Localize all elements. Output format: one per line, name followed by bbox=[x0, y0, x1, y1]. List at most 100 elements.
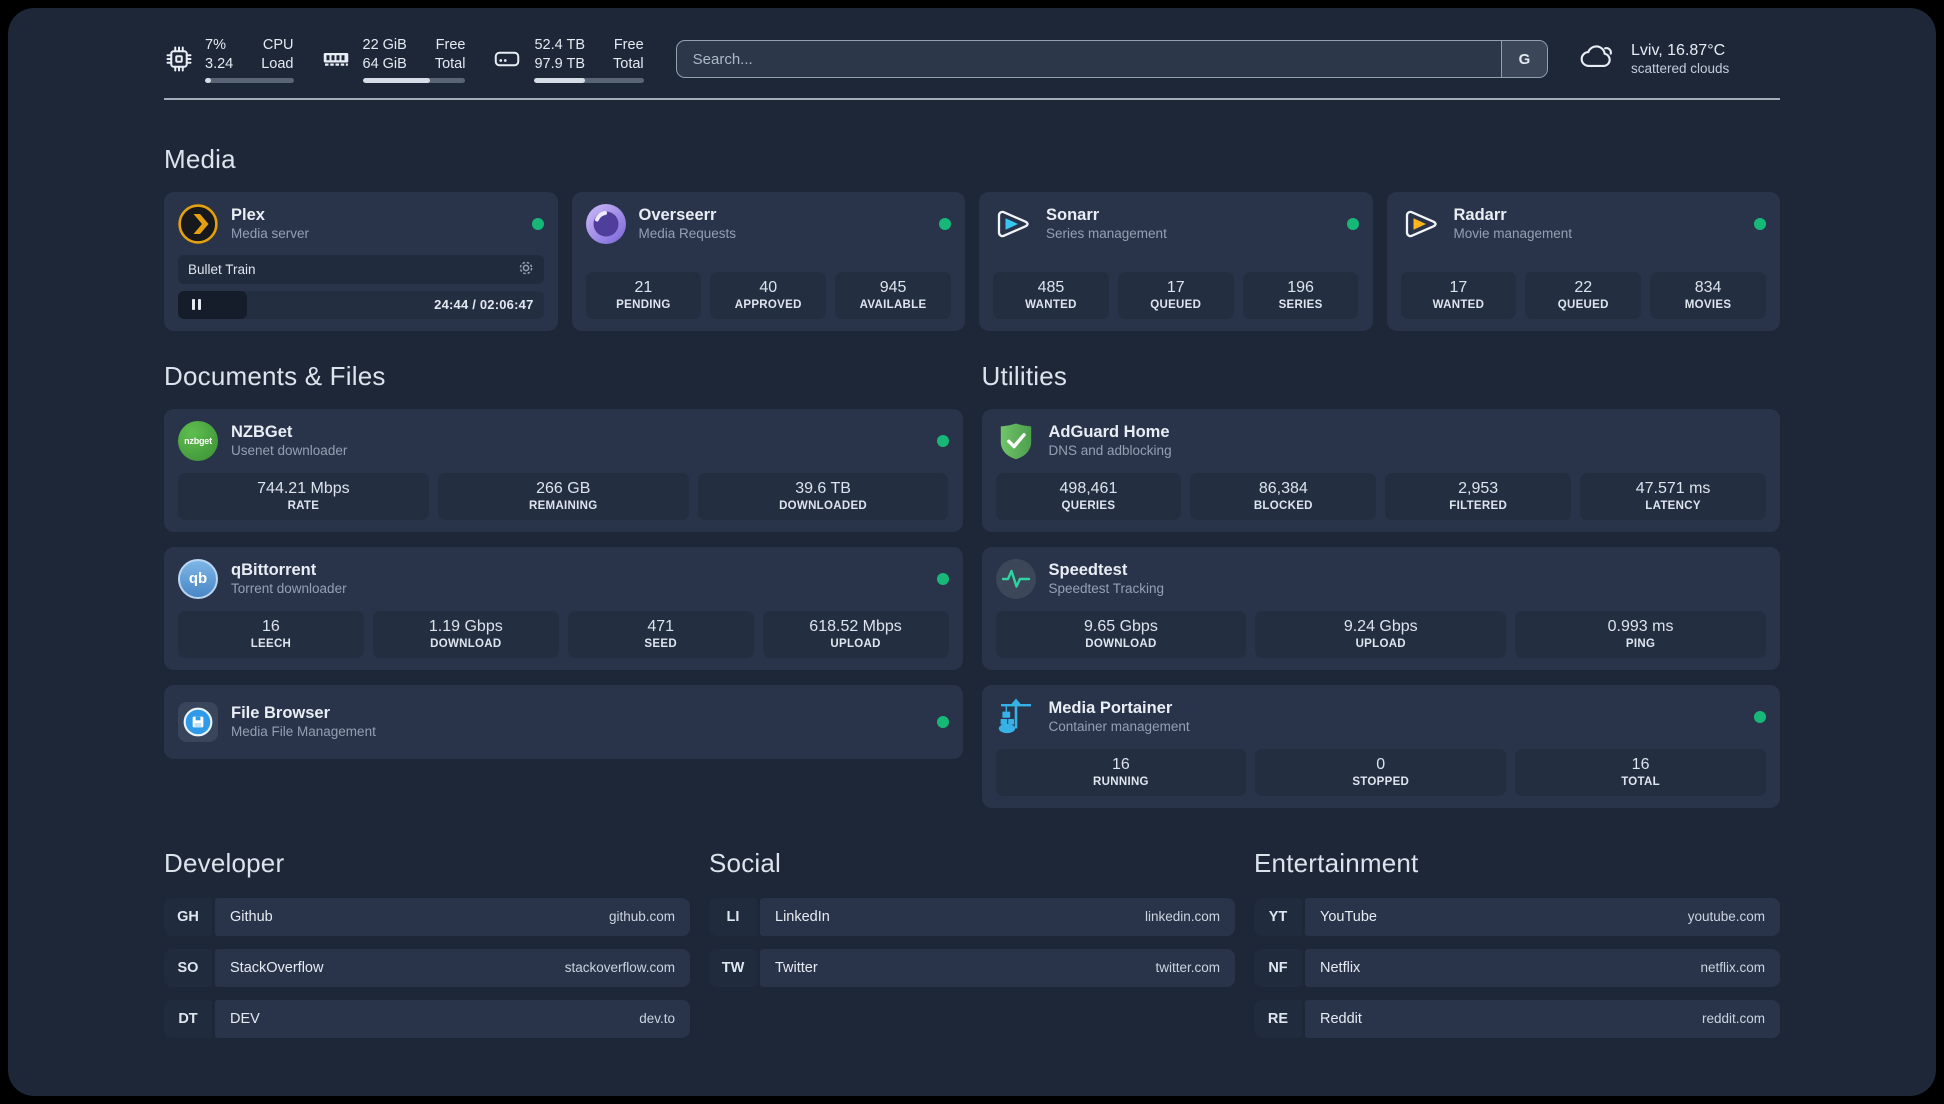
bookmark-name: YouTube bbox=[1320, 908, 1377, 925]
service-name: AdGuard Home bbox=[1048, 423, 1170, 442]
bookmark-domain: github.com bbox=[608, 909, 675, 925]
status-dot bbox=[936, 715, 949, 728]
service-description: Torrent downloader bbox=[231, 581, 347, 597]
service-card-filebrowser[interactable]: File Browser Media File Management bbox=[164, 684, 963, 759]
search-input[interactable] bbox=[676, 41, 1501, 78]
bookmark-group-entertainment: Entertainment YT YouTube youtube.com NF … bbox=[1254, 808, 1780, 1038]
playback-progress-bar: 24:44 / 02:06:47 bbox=[178, 290, 544, 319]
memory-progress-bar bbox=[362, 77, 466, 83]
service-description: Movie management bbox=[1453, 226, 1573, 242]
stat-available: 945 AVAILABLE bbox=[835, 271, 951, 319]
stat-value: 485 bbox=[1037, 278, 1065, 296]
disk-total-value: 97.9 TB bbox=[534, 55, 586, 72]
service-name: Radarr bbox=[1453, 206, 1507, 225]
section-heading-utilities: Utilities bbox=[981, 360, 1068, 391]
status-dot bbox=[1346, 217, 1359, 230]
bookmark-group-social: Social LI LinkedIn linkedin.com TW Twitt… bbox=[709, 808, 1235, 987]
disk-progress-bar bbox=[534, 77, 644, 83]
service-card-portainer[interactable]: Media Portainer Container management 16 … bbox=[981, 684, 1780, 808]
stat-value: 21 bbox=[634, 278, 653, 296]
stat-remaining: 266 GB REMAINING bbox=[437, 472, 689, 520]
stat-label: DOWNLOADED bbox=[779, 499, 868, 512]
service-card-sonarr[interactable]: Sonarr Series management 485 WANTED 17 Q… bbox=[979, 191, 1373, 331]
stat-value: 16 bbox=[1112, 755, 1130, 773]
bookmark-dev[interactable]: DT DEV dev.to bbox=[164, 999, 690, 1038]
service-card-nzbget[interactable]: nzbget NZBGet Usenet downloader 744.21 M… bbox=[164, 408, 963, 532]
stat-series: 196 SERIES bbox=[1242, 271, 1359, 319]
stat-label: DOWNLOAD bbox=[1085, 637, 1157, 650]
session-gear-icon bbox=[518, 260, 534, 279]
weather-location-temp: Lviv, 16.87°C bbox=[1631, 42, 1726, 60]
bookmark-linkedin[interactable]: LI LinkedIn linkedin.com bbox=[709, 897, 1235, 936]
cpu-load-value: 3.24 bbox=[205, 55, 234, 72]
overseerr-icon bbox=[585, 203, 626, 244]
stat-label: LATENCY bbox=[1645, 499, 1701, 512]
stat-value: 945 bbox=[879, 278, 907, 296]
stat-ping: 0.993 ms PING bbox=[1515, 610, 1766, 658]
bookmark-domain: youtube.com bbox=[1687, 909, 1765, 925]
bookmark-abbr: DT bbox=[164, 999, 212, 1038]
stat-rate: 744.21 Mbps RATE bbox=[178, 472, 429, 520]
memory-total-value: 64 GiB bbox=[362, 55, 407, 72]
stat-value: 86,384 bbox=[1258, 479, 1308, 497]
stat-value: 39.6 TB bbox=[795, 479, 851, 497]
stat-label: QUEUED bbox=[1150, 298, 1202, 311]
service-name: Sonarr bbox=[1046, 206, 1100, 225]
stat-wanted: 17 WANTED bbox=[1400, 271, 1517, 319]
bookmark-domain: reddit.com bbox=[1701, 1011, 1765, 1027]
search-engine-button[interactable]: G bbox=[1501, 41, 1547, 78]
service-card-qbittorrent[interactable]: qb qBittorrent Torrent downloader 16 bbox=[164, 546, 963, 670]
status-dot bbox=[936, 434, 949, 447]
service-name: Plex bbox=[231, 206, 265, 225]
service-description: Media Requests bbox=[638, 226, 737, 242]
stat-download: 9.65 Gbps DOWNLOAD bbox=[995, 610, 1247, 658]
stat-blocked: 86,384 BLOCKED bbox=[1190, 472, 1377, 520]
bookmark-github[interactable]: GH Github github.com bbox=[164, 897, 690, 936]
disk-free-value: 52.4 TB bbox=[534, 37, 586, 53]
bookmark-youtube[interactable]: YT YouTube youtube.com bbox=[1254, 897, 1780, 936]
plex-icon bbox=[178, 203, 218, 244]
bookmark-domain: stackoverflow.com bbox=[564, 960, 675, 976]
stat-label: UPLOAD bbox=[830, 637, 881, 650]
search-bar: G bbox=[675, 40, 1548, 79]
bookmarks-grid: Developer GH Github github.com SO StackO… bbox=[164, 808, 1780, 1038]
stat-value: 618.52 Mbps bbox=[809, 617, 902, 635]
stat-value: 16 bbox=[262, 617, 280, 635]
bookmark-name: Twitter bbox=[775, 959, 818, 976]
bookmark-stackoverflow[interactable]: SO StackOverflow stackoverflow.com bbox=[164, 948, 690, 987]
stat-upload: 9.24 Gbps UPLOAD bbox=[1255, 610, 1507, 658]
bookmark-netflix[interactable]: NF Netflix netflix.com bbox=[1254, 948, 1780, 987]
stat-label: BLOCKED bbox=[1253, 499, 1313, 512]
stat-label: RATE bbox=[287, 499, 320, 512]
service-name: NZBGet bbox=[231, 423, 293, 442]
stat-latency: 47.571 ms LATENCY bbox=[1580, 472, 1766, 520]
bookmark-reddit[interactable]: RE Reddit reddit.com bbox=[1254, 999, 1780, 1038]
memory-free-label: Free bbox=[435, 37, 466, 53]
service-card-speedtest[interactable]: Speedtest Speedtest Tracking 9.65 Gbps D… bbox=[981, 546, 1780, 670]
service-card-plex[interactable]: Plex Media server Bullet Train bbox=[164, 191, 558, 331]
cpu-resource-widget: 7% 3.24 CPU Load bbox=[164, 36, 294, 83]
section-heading-entertainment: Entertainment bbox=[1254, 847, 1419, 878]
dashboard-panel: 7% 3.24 CPU Load bbox=[8, 8, 1936, 1096]
stat-label: DOWNLOAD bbox=[430, 637, 502, 650]
bookmark-abbr: LI bbox=[709, 897, 757, 936]
now-playing-row: Bullet Train bbox=[178, 254, 544, 284]
bookmark-domain: netflix.com bbox=[1700, 960, 1765, 976]
memory-resource-widget: 22 GiB 64 GiB Free Total bbox=[320, 36, 466, 83]
pause-icon[interactable] bbox=[188, 295, 205, 314]
stat-wanted: 485 WANTED bbox=[993, 271, 1109, 319]
stat-approved: 40 APPROVED bbox=[710, 271, 827, 319]
header-divider bbox=[164, 97, 1780, 100]
bookmark-twitter[interactable]: TW Twitter twitter.com bbox=[709, 948, 1235, 987]
stat-label: UPLOAD bbox=[1355, 637, 1406, 650]
service-card-adguard[interactable]: AdGuard Home DNS and adblocking 498,461 … bbox=[981, 408, 1780, 532]
service-card-overseerr[interactable]: Overseerr Media Requests 21 PENDING 40 A… bbox=[571, 191, 965, 331]
cpu-label: CPU bbox=[262, 37, 294, 53]
stat-value: 0 bbox=[1376, 755, 1386, 773]
media-cards-row: Plex Media server Bullet Train bbox=[164, 191, 1780, 331]
service-description: DNS and adblocking bbox=[1048, 443, 1172, 459]
cpu-icon bbox=[164, 44, 194, 74]
service-card-radarr[interactable]: Radarr Movie management 17 WANTED 22 QUE… bbox=[1386, 191, 1780, 331]
status-dot bbox=[1754, 710, 1766, 723]
documents-column: Documents & Files nzbget NZBGet Usenet d… bbox=[164, 331, 963, 759]
